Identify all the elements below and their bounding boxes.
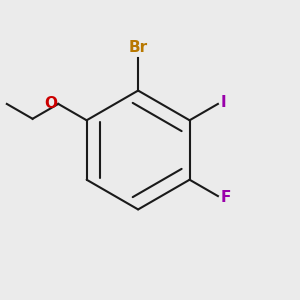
Text: I: I (220, 95, 226, 110)
Text: O: O (44, 95, 57, 110)
Text: Br: Br (128, 40, 148, 56)
Text: F: F (220, 190, 231, 205)
